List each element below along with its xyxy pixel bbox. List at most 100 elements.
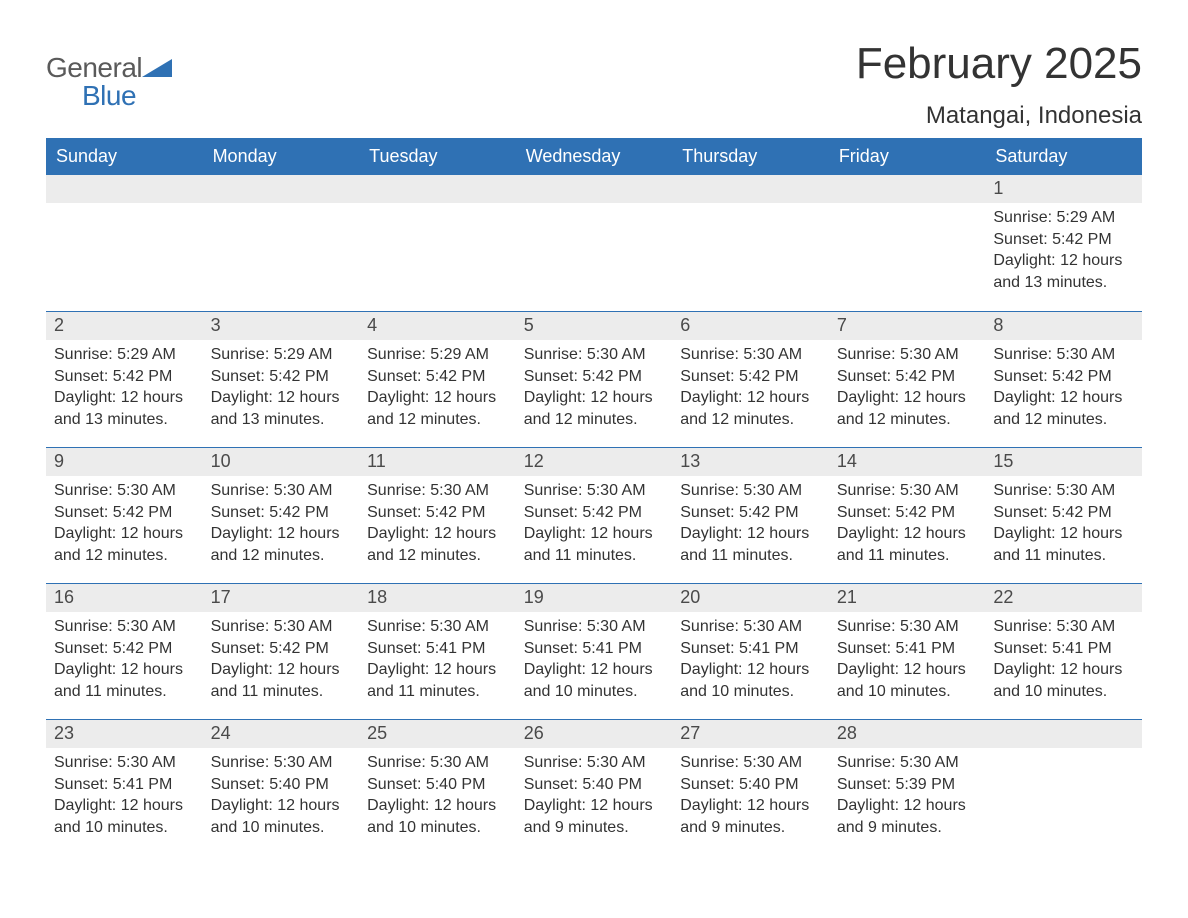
- day-number: 15: [985, 447, 1142, 476]
- day-details: Sunrise: 5:30 AMSunset: 5:42 PMDaylight:…: [829, 476, 986, 566]
- day-number: 2: [46, 311, 203, 340]
- sunrise-line: Sunrise: 5:30 AM: [367, 752, 508, 774]
- daylight-line: Daylight: 12 hours and 10 minutes.: [54, 795, 195, 838]
- calendar-day-cell: 8Sunrise: 5:30 AMSunset: 5:42 PMDaylight…: [985, 311, 1142, 447]
- sunrise-line: Sunrise: 5:30 AM: [54, 480, 195, 502]
- calendar-week-row: 23Sunrise: 5:30 AMSunset: 5:41 PMDayligh…: [46, 719, 1142, 855]
- sunset-line: Sunset: 5:42 PM: [680, 502, 821, 524]
- day-number: 26: [516, 719, 673, 748]
- sunrise-line: Sunrise: 5:30 AM: [524, 344, 665, 366]
- day-number: 6: [672, 311, 829, 340]
- sunset-line: Sunset: 5:41 PM: [680, 638, 821, 660]
- sunset-line: Sunset: 5:42 PM: [211, 638, 352, 660]
- calendar-day-cell: 14Sunrise: 5:30 AMSunset: 5:42 PMDayligh…: [829, 447, 986, 583]
- day-number: [829, 175, 986, 203]
- sunrise-line: Sunrise: 5:30 AM: [680, 344, 821, 366]
- day-details: Sunrise: 5:30 AMSunset: 5:40 PMDaylight:…: [203, 748, 360, 838]
- calendar-day-cell: 12Sunrise: 5:30 AMSunset: 5:42 PMDayligh…: [516, 447, 673, 583]
- calendar-empty-cell: [203, 175, 360, 311]
- sunrise-line: Sunrise: 5:29 AM: [993, 207, 1134, 229]
- day-number: [46, 175, 203, 203]
- header-bar: General Blue February 2025 Matangai, Ind…: [46, 40, 1142, 130]
- sunset-line: Sunset: 5:40 PM: [211, 774, 352, 796]
- daylight-line: Daylight: 12 hours and 11 minutes.: [367, 659, 508, 702]
- sunset-line: Sunset: 5:42 PM: [367, 366, 508, 388]
- weekday-header: Sunday: [46, 138, 203, 175]
- sunrise-line: Sunrise: 5:30 AM: [837, 344, 978, 366]
- sunset-line: Sunset: 5:42 PM: [993, 502, 1134, 524]
- sunrise-line: Sunrise: 5:30 AM: [524, 752, 665, 774]
- sunset-line: Sunset: 5:39 PM: [837, 774, 978, 796]
- day-number: 27: [672, 719, 829, 748]
- daylight-line: Daylight: 12 hours and 11 minutes.: [211, 659, 352, 702]
- daylight-line: Daylight: 12 hours and 12 minutes.: [54, 523, 195, 566]
- day-details: Sunrise: 5:30 AMSunset: 5:40 PMDaylight:…: [672, 748, 829, 838]
- sunset-line: Sunset: 5:41 PM: [993, 638, 1134, 660]
- day-number: 12: [516, 447, 673, 476]
- sunset-line: Sunset: 5:41 PM: [524, 638, 665, 660]
- calendar-empty-cell: [516, 175, 673, 311]
- sunrise-line: Sunrise: 5:29 AM: [367, 344, 508, 366]
- day-details: Sunrise: 5:30 AMSunset: 5:42 PMDaylight:…: [985, 476, 1142, 566]
- brand-triangle-icon: [142, 55, 172, 82]
- day-details: Sunrise: 5:30 AMSunset: 5:41 PMDaylight:…: [359, 612, 516, 702]
- day-details: Sunrise: 5:29 AMSunset: 5:42 PMDaylight:…: [359, 340, 516, 430]
- calendar-day-cell: 2Sunrise: 5:29 AMSunset: 5:42 PMDaylight…: [46, 311, 203, 447]
- day-details: Sunrise: 5:30 AMSunset: 5:42 PMDaylight:…: [46, 612, 203, 702]
- day-number: 18: [359, 583, 516, 612]
- title-block: February 2025 Matangai, Indonesia: [856, 40, 1142, 130]
- daylight-line: Daylight: 12 hours and 10 minutes.: [367, 795, 508, 838]
- calendar-day-cell: 22Sunrise: 5:30 AMSunset: 5:41 PMDayligh…: [985, 583, 1142, 719]
- day-details: Sunrise: 5:30 AMSunset: 5:42 PMDaylight:…: [46, 476, 203, 566]
- day-details: Sunrise: 5:30 AMSunset: 5:41 PMDaylight:…: [985, 612, 1142, 702]
- weekday-header: Monday: [203, 138, 360, 175]
- day-number: [672, 175, 829, 203]
- calendar-empty-cell: [359, 175, 516, 311]
- calendar-header: SundayMondayTuesdayWednesdayThursdayFrid…: [46, 138, 1142, 175]
- day-details: Sunrise: 5:29 AMSunset: 5:42 PMDaylight:…: [203, 340, 360, 430]
- sunrise-line: Sunrise: 5:30 AM: [524, 480, 665, 502]
- daylight-line: Daylight: 12 hours and 9 minutes.: [524, 795, 665, 838]
- calendar-day-cell: 27Sunrise: 5:30 AMSunset: 5:40 PMDayligh…: [672, 719, 829, 855]
- sunrise-line: Sunrise: 5:30 AM: [211, 616, 352, 638]
- day-number: 4: [359, 311, 516, 340]
- sunset-line: Sunset: 5:42 PM: [524, 366, 665, 388]
- daylight-line: Daylight: 12 hours and 12 minutes.: [367, 523, 508, 566]
- day-number: 20: [672, 583, 829, 612]
- calendar-empty-cell: [46, 175, 203, 311]
- daylight-line: Daylight: 12 hours and 9 minutes.: [837, 795, 978, 838]
- day-number: [516, 175, 673, 203]
- day-number: 16: [46, 583, 203, 612]
- daylight-line: Daylight: 12 hours and 11 minutes.: [680, 523, 821, 566]
- daylight-line: Daylight: 12 hours and 11 minutes.: [837, 523, 978, 566]
- daylight-line: Daylight: 12 hours and 13 minutes.: [54, 387, 195, 430]
- sunset-line: Sunset: 5:41 PM: [837, 638, 978, 660]
- sunset-line: Sunset: 5:42 PM: [993, 366, 1134, 388]
- day-number: 23: [46, 719, 203, 748]
- calendar-day-cell: 11Sunrise: 5:30 AMSunset: 5:42 PMDayligh…: [359, 447, 516, 583]
- sunset-line: Sunset: 5:40 PM: [680, 774, 821, 796]
- sunrise-line: Sunrise: 5:30 AM: [367, 480, 508, 502]
- weekday-header: Friday: [829, 138, 986, 175]
- day-number: 21: [829, 583, 986, 612]
- calendar-day-cell: 13Sunrise: 5:30 AMSunset: 5:42 PMDayligh…: [672, 447, 829, 583]
- calendar-day-cell: 21Sunrise: 5:30 AMSunset: 5:41 PMDayligh…: [829, 583, 986, 719]
- calendar-week-row: 16Sunrise: 5:30 AMSunset: 5:42 PMDayligh…: [46, 583, 1142, 719]
- day-details: Sunrise: 5:30 AMSunset: 5:40 PMDaylight:…: [516, 748, 673, 838]
- sunrise-line: Sunrise: 5:30 AM: [993, 480, 1134, 502]
- day-details: Sunrise: 5:30 AMSunset: 5:40 PMDaylight:…: [359, 748, 516, 838]
- day-number: 28: [829, 719, 986, 748]
- calendar-week-row: 9Sunrise: 5:30 AMSunset: 5:42 PMDaylight…: [46, 447, 1142, 583]
- day-number: 9: [46, 447, 203, 476]
- day-number: 10: [203, 447, 360, 476]
- day-number: 14: [829, 447, 986, 476]
- daylight-line: Daylight: 12 hours and 13 minutes.: [211, 387, 352, 430]
- daylight-line: Daylight: 12 hours and 11 minutes.: [524, 523, 665, 566]
- calendar-week-row: 2Sunrise: 5:29 AMSunset: 5:42 PMDaylight…: [46, 311, 1142, 447]
- daylight-line: Daylight: 12 hours and 12 minutes.: [524, 387, 665, 430]
- brand-word-general: General: [46, 52, 142, 83]
- calendar-body: 1Sunrise: 5:29 AMSunset: 5:42 PMDaylight…: [46, 175, 1142, 855]
- weekday-header: Wednesday: [516, 138, 673, 175]
- sunset-line: Sunset: 5:42 PM: [211, 366, 352, 388]
- day-details: Sunrise: 5:30 AMSunset: 5:39 PMDaylight:…: [829, 748, 986, 838]
